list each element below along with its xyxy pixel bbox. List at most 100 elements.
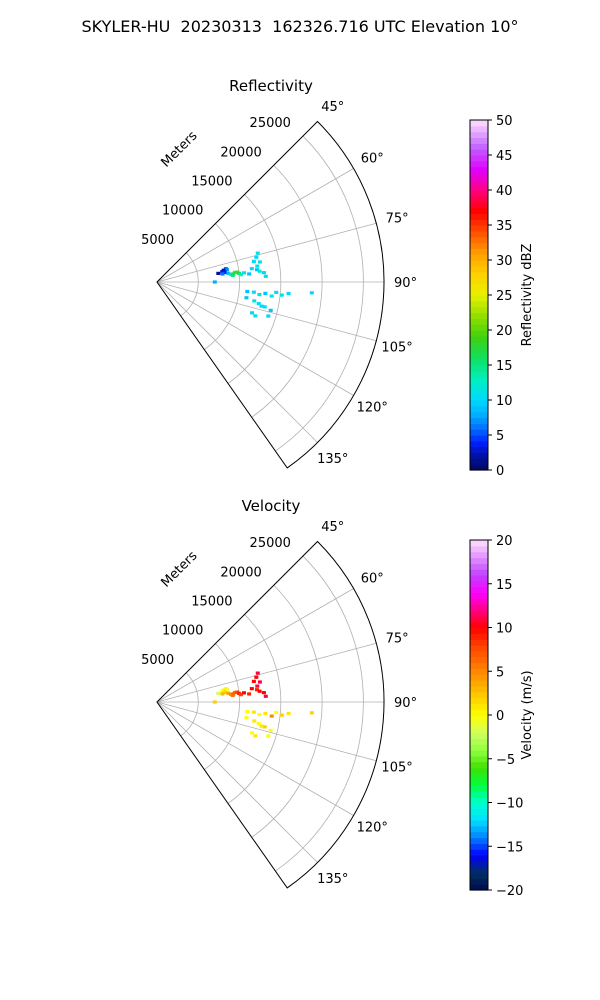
velocity-data-point <box>274 710 279 715</box>
velocity-colorbar-segment <box>470 773 488 780</box>
velocity-colorbar-segment <box>470 563 488 570</box>
reflectivity-data-point <box>263 274 268 278</box>
reflectivity-data-point <box>220 270 225 274</box>
velocity-wedge-outline <box>156 540 385 889</box>
velocity-range-tick-label: 20000 <box>220 565 261 580</box>
reflectivity-data-point <box>230 273 235 277</box>
velocity-colorbar-segment <box>470 668 488 675</box>
reflectivity-data-point <box>262 305 267 309</box>
reflectivity-data-point <box>257 260 262 264</box>
velocity-data-point <box>257 689 262 693</box>
reflectivity-colorbar-tick-label: 20 <box>496 324 513 339</box>
velocity-angle-tick-label: 120° <box>357 820 388 835</box>
reflectivity-colorbar-tick-label: 10 <box>496 394 513 409</box>
reflectivity-colorbar-tick-label: 0 <box>496 464 504 479</box>
reflectivity-colorbar-label: Reflectivity dBZ <box>520 244 535 347</box>
velocity-data-point <box>266 734 271 738</box>
reflectivity-range-tick-label: 5000 <box>141 233 174 248</box>
velocity-data-point <box>230 693 235 697</box>
velocity-colorbar-tick-label: 10 <box>496 622 513 637</box>
reflectivity-colorbar-segment <box>470 405 488 413</box>
velocity-colorbar-segment <box>470 615 488 623</box>
velocity-azimuth-line <box>156 701 377 762</box>
reflectivity-data-point <box>249 311 254 315</box>
reflectivity-angle-tick-label: 45° <box>321 100 344 115</box>
reflectivity-colorbar-segment <box>470 190 488 197</box>
reflectivity-colorbar-segment <box>470 260 488 267</box>
velocity-data-point <box>309 711 314 715</box>
velocity-colorbar-segment <box>470 709 488 716</box>
velocity-colorbar-segment <box>470 633 488 640</box>
velocity-colorbar-segment <box>470 750 488 757</box>
velocity-colorbar-segment <box>470 645 488 652</box>
velocity-angle-tick-label: 135° <box>317 872 348 887</box>
reflectivity-colorbar-segment <box>470 160 488 168</box>
reflectivity-data-point <box>252 299 257 303</box>
reflectivity-azimuth-line <box>156 281 354 396</box>
reflectivity-angle-tick-label: 90° <box>394 276 417 291</box>
reflectivity-data-point <box>249 267 254 271</box>
velocity-colorbar-segment <box>470 627 488 634</box>
velocity-colorbar-segment <box>470 866 488 874</box>
reflectivity-colorbar-segment <box>470 195 488 203</box>
figure-title: SKYLER-HU 20230313 162326.716 UTC Elevat… <box>81 17 519 36</box>
reflectivity-colorbar-segment <box>470 330 488 337</box>
reflectivity-colorbar-segment <box>470 341 488 349</box>
reflectivity-data-point <box>254 255 259 259</box>
velocity-data-point <box>256 722 261 726</box>
reflectivity-colorbar-tick-label: 35 <box>496 219 513 234</box>
reflectivity-range-ring <box>275 135 364 452</box>
reflectivity-data-point <box>256 302 261 306</box>
reflectivity-data-point <box>309 291 314 295</box>
velocity-polar-axes: 45° 60° 75° 90° 105° 120° 135° 5000 10000 15000 20… <box>141 520 417 889</box>
reflectivity-colorbar-segment <box>470 137 488 144</box>
velocity-range-tick-label: 10000 <box>162 624 203 639</box>
reflectivity-data-point <box>257 269 262 273</box>
velocity-colorbar-tick-label: −15 <box>496 840 523 855</box>
reflectivity-data-point <box>253 314 258 318</box>
velocity-data-point <box>259 724 264 728</box>
reflectivity-colorbar-segment <box>470 394 488 401</box>
velocity-colorbar-tick-label: −5 <box>496 753 515 768</box>
velocity-angle-tick-label: 45° <box>321 520 344 535</box>
reflectivity-data-point <box>255 251 260 255</box>
velocity-colorbar-segment <box>470 808 488 815</box>
reflectivity-data-point <box>266 314 271 318</box>
reflectivity-colorbar-segment <box>470 382 488 389</box>
reflectivity-range-tick-label: 20000 <box>220 145 261 160</box>
reflectivity-data-point <box>251 259 256 264</box>
velocity-range-ring <box>180 672 199 737</box>
velocity-colorbar-segment <box>470 586 488 594</box>
velocity-colorbar-segment <box>470 580 488 588</box>
reflectivity-data-point <box>247 272 252 276</box>
reflectivity-colorbar-segment <box>470 452 488 459</box>
reflectivity-colorbar-segment <box>470 149 488 156</box>
velocity-data-point <box>269 714 274 718</box>
reflectivity-colorbar-segment <box>470 219 488 226</box>
velocity-data-point <box>226 691 231 695</box>
velocity-data-point <box>252 719 257 723</box>
velocity-colorbar-segment <box>470 703 488 710</box>
reflectivity-colorbar-segment <box>470 353 488 360</box>
velocity-data-point <box>255 671 260 675</box>
reflectivity-colorbar-segment <box>470 131 488 139</box>
velocity-data-point <box>249 687 254 691</box>
reflectivity-data-point <box>279 293 284 297</box>
velocity-colorbar-segment <box>470 604 488 611</box>
reflectivity-colorbar-segment <box>470 120 488 127</box>
velocity-range-ring <box>227 614 282 804</box>
reflectivity-colorbar: 0 5 10 15 20 25 30 35 40 45 50 Reflectivity dBZ <box>469 114 535 479</box>
velocity-azimuth-line <box>156 701 318 863</box>
velocity-colorbar-tick-label: 5 <box>496 665 504 680</box>
velocity-colorbar-segment <box>470 767 488 774</box>
velocity-colorbar-segment <box>470 598 488 605</box>
velocity-colorbar-segment <box>470 715 488 722</box>
velocity-panel-title: Velocity <box>241 497 301 515</box>
reflectivity-azimuth-line <box>156 281 318 443</box>
reflectivity-colorbar-segment <box>470 370 488 378</box>
velocity-data-point <box>251 710 256 714</box>
velocity-colorbar-label: Velocity (m/s) <box>520 670 535 759</box>
reflectivity-colorbar-segment <box>470 166 488 174</box>
reflectivity-colorbar-segment <box>470 429 488 436</box>
